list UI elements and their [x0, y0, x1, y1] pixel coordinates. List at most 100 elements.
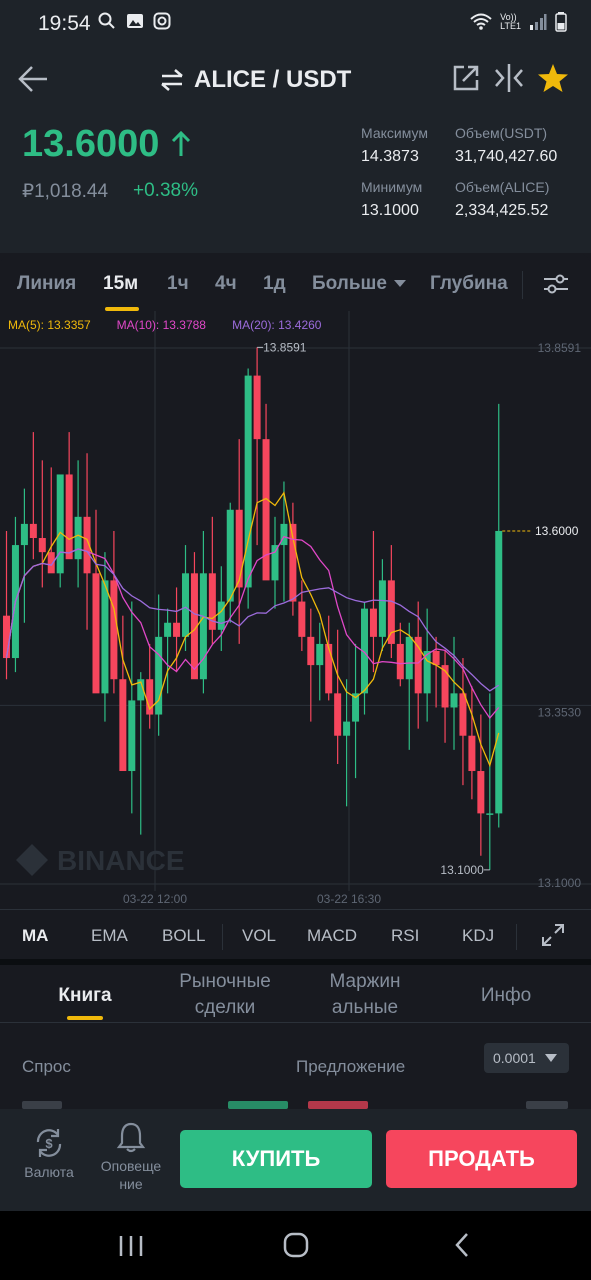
- back-button[interactable]: [16, 62, 50, 96]
- alerts-button[interactable]: Оповеще ние: [96, 1121, 166, 1193]
- y-tick-label: 13.1000: [538, 876, 582, 890]
- precision-select[interactable]: 0.0001: [484, 1043, 569, 1073]
- ma5-line: [5, 491, 500, 768]
- candle-body: [423, 650, 431, 694]
- candle-body: [441, 665, 449, 708]
- low-label: Минимум: [361, 179, 423, 195]
- candle-body: [334, 693, 342, 736]
- candle-body: [459, 693, 467, 736]
- candle-body: [262, 439, 270, 581]
- indicator-boll[interactable]: BOLL: [162, 926, 206, 945]
- home-button[interactable]: [282, 1231, 310, 1259]
- search-status-icon: [98, 12, 116, 35]
- high-label: Максимум: [361, 125, 428, 141]
- tab-depth[interactable]: Глубина: [430, 273, 508, 294]
- ma-legend-label: MA(5): 13.3357: [8, 318, 91, 332]
- candle-body: [217, 601, 225, 630]
- svg-text:$: $: [45, 1136, 53, 1151]
- sliders-icon: [544, 274, 568, 294]
- ma-legend-label: MA(20): 13.4260: [232, 318, 322, 332]
- candle-body: [92, 573, 100, 694]
- candle-body: [325, 643, 333, 694]
- tab-1d[interactable]: 1д: [263, 273, 286, 294]
- bottom-action-bar: $ Валюта Оповеще ние КУПИТЬ ПРОДАТЬ: [0, 1109, 591, 1211]
- candle-body: [110, 580, 118, 680]
- favorite-button[interactable]: [537, 62, 569, 94]
- active-tab-indicator: [105, 307, 139, 311]
- tab-margin[interactable]: Маржин альные: [315, 969, 415, 1021]
- candle-body: [3, 615, 10, 659]
- ticker-header: ALICE / USDT 13.6000 ₽1,018.44 +0.38% Ма…: [0, 48, 591, 253]
- indicator-ema[interactable]: EMA: [91, 926, 128, 945]
- last-price-axis-label: 13.6000: [535, 524, 579, 538]
- compare-button[interactable]: [493, 62, 525, 94]
- order-book-row-partial: [526, 1101, 568, 1109]
- tab-15m[interactable]: 15м: [103, 273, 139, 294]
- candle-body: [38, 538, 46, 553]
- chart-settings-button[interactable]: [542, 271, 570, 297]
- precision-value: 0.0001: [493, 1050, 536, 1066]
- watermark-text: BINANCE: [57, 845, 185, 876]
- candle-body: [378, 580, 386, 637]
- candle-body: [226, 509, 234, 602]
- candle-body: [164, 622, 172, 637]
- tab-4h[interactable]: 4ч: [215, 273, 237, 294]
- candle-body: [128, 700, 136, 772]
- candlestick-chart[interactable]: BINANCE 13.8591 13.3530 13.1000 03-22 12:00…: [0, 311, 591, 909]
- bell-icon: [116, 1122, 146, 1153]
- volume-usdt-label: Объем(USDT): [455, 125, 548, 141]
- candle-body: [74, 516, 82, 560]
- alerts-label-line2: ние: [119, 1176, 143, 1192]
- tab-line[interactable]: Линия: [17, 273, 77, 294]
- candle-body: [450, 693, 458, 708]
- pair-title: ALICE / USDT: [194, 66, 352, 93]
- indicator-ma[interactable]: MA: [22, 926, 49, 945]
- tab-order-book-label: Книга: [58, 985, 112, 1006]
- alerts-label-line1: Оповеще: [100, 1158, 162, 1174]
- tab-more[interactable]: Больше: [312, 273, 407, 295]
- tab-order-book[interactable]: Книга: [45, 983, 125, 1009]
- indicator-vol[interactable]: VOL: [242, 926, 277, 945]
- back-nav-button[interactable]: [452, 1231, 472, 1259]
- candle-body: [208, 573, 216, 630]
- candle-body: [477, 771, 485, 814]
- indicator-macd[interactable]: MACD: [307, 926, 358, 945]
- candle-body: [432, 650, 440, 666]
- pair-selector[interactable]: ALICE / USDT: [160, 66, 351, 94]
- candle-body: [289, 523, 297, 602]
- volume-usdt-value: 31,740,427.60: [455, 148, 558, 165]
- back-chevron-icon: [455, 1233, 468, 1257]
- candle-body: [414, 636, 422, 694]
- candle-body: [29, 523, 37, 539]
- candle-body: [173, 622, 181, 637]
- tab-1h[interactable]: 1ч: [167, 273, 189, 294]
- ma-legend-label: MA(10): 13.3788: [117, 318, 207, 332]
- share-button[interactable]: [450, 62, 482, 94]
- indicator-kdj[interactable]: KDJ: [462, 926, 495, 945]
- indicator-divider: [516, 924, 517, 950]
- candle-body: [307, 636, 315, 666]
- indicator-rsi[interactable]: RSI: [391, 926, 420, 945]
- candle-body: [298, 601, 306, 637]
- currency-button[interactable]: $ Валюта: [18, 1127, 80, 1181]
- ma10-line: [5, 535, 500, 720]
- currency-label: Валюта: [24, 1164, 74, 1180]
- x-tick-label: 03-22 12:00: [123, 892, 187, 906]
- last-price-value: 13.6000: [22, 123, 160, 165]
- swap-icon: [161, 69, 183, 91]
- sell-button[interactable]: ПРОДАТЬ: [386, 1130, 577, 1188]
- recent-apps-button[interactable]: [118, 1233, 144, 1259]
- tab-info[interactable]: Инфо: [466, 983, 546, 1009]
- candle-body: [65, 474, 73, 560]
- instagram-status-icon: [153, 12, 171, 35]
- candle-body: [146, 679, 154, 715]
- home-icon: [283, 1232, 309, 1258]
- volume-alice-value: 2,334,425.52: [455, 202, 549, 219]
- candle-body: [137, 679, 145, 701]
- currency-exchange-icon: $: [36, 1129, 62, 1157]
- arrow-up-icon: [171, 130, 190, 156]
- order-book-ask-partial: [308, 1101, 368, 1109]
- buy-button[interactable]: КУПИТЬ: [180, 1130, 372, 1188]
- fullscreen-button[interactable]: [541, 923, 565, 947]
- tab-market-trades[interactable]: Рыночные сделки: [165, 969, 285, 1021]
